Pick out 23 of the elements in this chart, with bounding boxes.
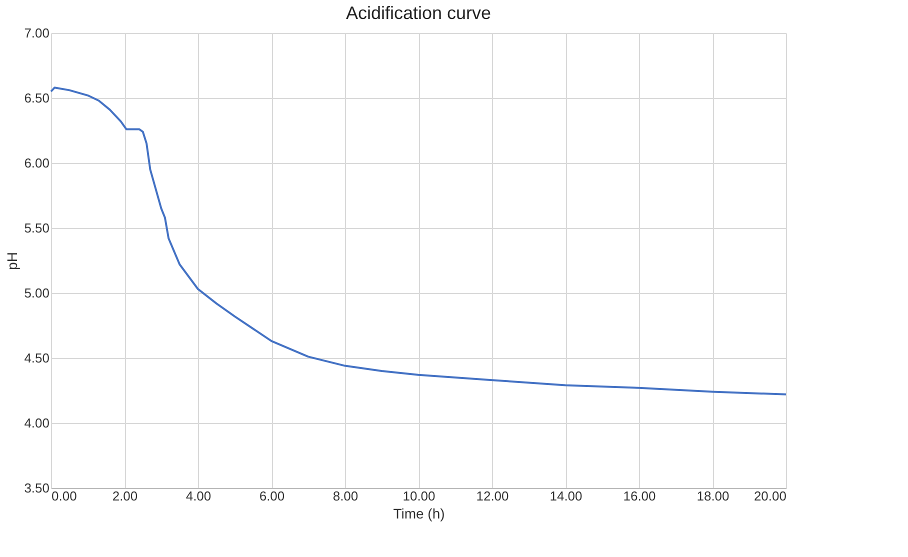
x-tick-label: 12.00 [476, 488, 509, 504]
x-tick-label: 4.00 [186, 488, 212, 504]
x-tick-label: 2.00 [112, 488, 138, 504]
x-axis-title: Time (h) [393, 506, 445, 522]
y-tick-label: 4.50 [24, 350, 50, 366]
y-tick-label: 5.00 [24, 286, 50, 300]
y-tick-label: 6.00 [24, 156, 50, 170]
y-axis-title: pH [4, 252, 20, 270]
chart-title: Acidification curve [346, 3, 492, 23]
line-series [50, 86, 787, 396]
x-tick-label: 8.00 [332, 488, 358, 504]
y-tick-label: 4.00 [24, 416, 50, 430]
x-tick-label: 0.00 [52, 488, 77, 504]
x-tick-label: 16.00 [623, 488, 656, 504]
x-tick-label: 14.00 [550, 488, 582, 504]
x-tick-label: 18.00 [696, 488, 730, 504]
x-tick-label: 10.00 [402, 488, 436, 504]
y-tick-label: 7.00 [24, 26, 50, 40]
x-tick-label: 20.00 [754, 488, 786, 504]
y-tick-label: 3.50 [24, 480, 50, 496]
x-tick-label: 6.00 [259, 488, 285, 504]
y-tick-label: 6.50 [24, 90, 50, 106]
y-tick-label: 5.50 [24, 220, 50, 236]
